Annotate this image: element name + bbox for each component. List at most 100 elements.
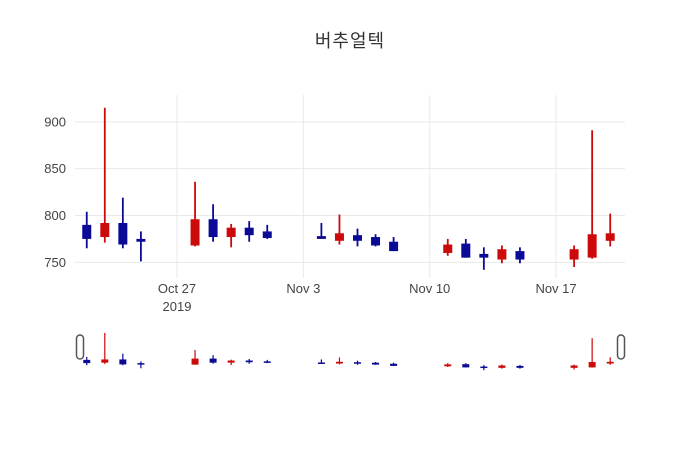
candle[interactable]	[262, 224, 272, 239]
main-candles	[82, 107, 615, 270]
rangeslider	[75, 328, 626, 376]
mini-candle-body	[516, 365, 524, 368]
y-tick-label: 850	[44, 161, 66, 176]
mini-candle-body	[606, 361, 614, 364]
candle[interactable]	[118, 197, 128, 249]
mini-candle-body	[209, 358, 217, 363]
candle-body	[262, 231, 272, 238]
x-tick-label: Oct 27	[158, 281, 196, 296]
rangeslider-candles	[83, 333, 614, 371]
candle-body	[479, 253, 489, 258]
candle-body	[100, 222, 110, 238]
mini-candle	[137, 361, 145, 369]
candle-body	[316, 236, 326, 239]
mini-candle-body	[480, 366, 488, 369]
y-tick-label: 750	[44, 255, 66, 270]
mini-candle	[444, 363, 452, 367]
candle[interactable]	[136, 231, 146, 262]
mini-candle	[263, 359, 271, 364]
candle[interactable]	[443, 238, 453, 256]
candle[interactable]	[334, 214, 344, 245]
candle-body	[82, 224, 92, 239]
candle[interactable]	[371, 234, 381, 247]
x-tick-label: Nov 17	[535, 281, 576, 296]
candle-body	[353, 235, 362, 241]
candle[interactable]	[389, 237, 399, 252]
mini-candle-body	[444, 364, 452, 367]
candle-body	[208, 219, 218, 238]
mini-candle	[191, 349, 199, 365]
candle-body	[118, 222, 128, 245]
gridlines	[75, 95, 625, 278]
candle[interactable]	[226, 223, 236, 248]
mini-candle	[335, 357, 343, 365]
mini-candle-body	[335, 361, 343, 364]
candle-body	[515, 251, 525, 260]
chart-title: 버추얼텍	[314, 31, 386, 51]
mini-candle	[390, 362, 398, 366]
candle[interactable]	[353, 228, 362, 247]
rangeslider-left-handle[interactable]	[75, 334, 85, 360]
x-axis: Oct 27 2019 Nov 3 Nov 10 Nov 17	[158, 281, 577, 314]
candle[interactable]	[587, 130, 597, 259]
mini-candle	[462, 363, 470, 368]
candle-body	[443, 244, 453, 253]
candle-body	[371, 237, 381, 246]
x-tick-label: Nov 3	[286, 281, 320, 296]
mini-candle-body	[354, 362, 361, 364]
x-tick-sublabel: 2019	[163, 299, 192, 314]
x-tick-label: Nov 10	[409, 281, 450, 296]
mini-candle	[372, 362, 380, 365]
mini-candle-body	[245, 360, 253, 363]
mini-candle-body	[570, 365, 578, 368]
mini-candle	[480, 365, 488, 371]
mini-candle-body	[191, 358, 199, 365]
mini-candle-body	[317, 362, 325, 364]
candle[interactable]	[479, 247, 489, 270]
mini-candle-body	[101, 359, 109, 363]
candle[interactable]	[244, 221, 254, 242]
mini-candle-body	[83, 359, 91, 364]
mini-candle-body	[372, 362, 380, 365]
mini-candle	[245, 359, 253, 364]
candle[interactable]	[497, 245, 507, 264]
candle[interactable]	[569, 245, 579, 268]
mini-candle	[209, 355, 217, 364]
mini-candle	[606, 357, 614, 365]
candle-body	[334, 233, 344, 241]
mini-candle-body	[137, 363, 145, 365]
candle[interactable]	[316, 222, 326, 239]
rangeslider-track[interactable]	[75, 328, 625, 376]
candle[interactable]	[82, 211, 92, 249]
mini-candle-body	[227, 360, 235, 363]
candle-body	[587, 234, 597, 258]
candle[interactable]	[208, 204, 218, 242]
mini-candle	[119, 353, 127, 366]
mini-candle-body	[263, 361, 271, 363]
candle[interactable]	[190, 181, 200, 247]
candle-body	[605, 233, 615, 241]
mini-candle	[101, 333, 109, 364]
candle-body	[569, 249, 579, 260]
mini-candle	[570, 364, 578, 370]
rangeslider-right-handle[interactable]	[616, 334, 626, 360]
mini-candle	[83, 356, 91, 366]
candle[interactable]	[461, 238, 471, 258]
mini-candle-body	[119, 359, 127, 365]
candle-body	[136, 238, 146, 242]
mini-candle	[498, 364, 506, 369]
y-tick-label: 900	[44, 114, 66, 129]
mini-candle-body	[588, 362, 596, 368]
candle-body	[389, 241, 399, 252]
candle-body	[244, 227, 254, 236]
candle[interactable]	[605, 213, 615, 247]
mini-candle	[227, 359, 235, 366]
y-axis: 900 850 800 750	[44, 114, 66, 270]
candle-body	[497, 249, 507, 260]
mini-candle-body	[390, 363, 398, 366]
candle[interactable]	[515, 247, 525, 264]
mini-candle	[354, 360, 361, 365]
candle[interactable]	[100, 107, 110, 243]
